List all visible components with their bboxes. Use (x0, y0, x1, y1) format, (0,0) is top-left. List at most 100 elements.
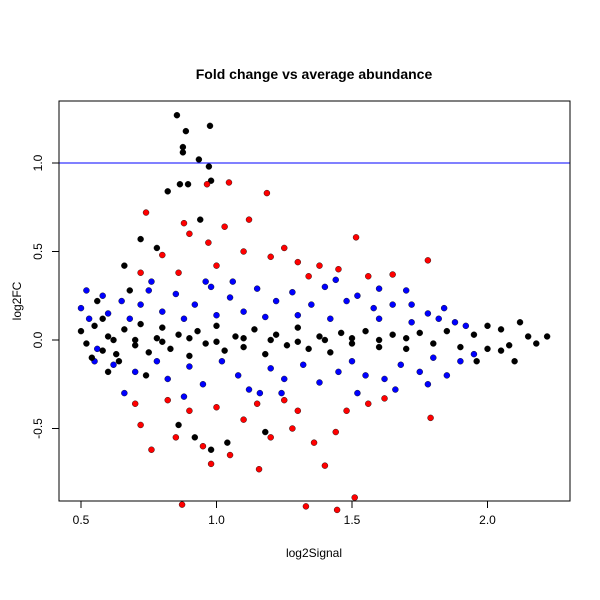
data-point (94, 297, 101, 305)
data-point (424, 381, 432, 388)
data-point (427, 414, 434, 422)
data-point (180, 315, 188, 322)
data-point (184, 181, 192, 188)
data-point (516, 319, 524, 326)
data-point (194, 327, 201, 335)
x-axis-label: log2Signal (286, 546, 342, 560)
data-point (199, 381, 207, 388)
data-point (281, 396, 288, 404)
data-point (316, 333, 323, 340)
data-point (348, 335, 356, 342)
data-point (305, 345, 312, 353)
data-point (202, 340, 209, 347)
data-point (262, 313, 269, 321)
y-tick-label: 0.0 (31, 331, 45, 348)
data-point (153, 335, 161, 342)
data-point (253, 285, 261, 292)
data-point (267, 336, 274, 344)
data-point (172, 290, 180, 298)
data-point (262, 350, 269, 358)
data-point (207, 283, 215, 291)
chart-title: Fold change vs average abundance (196, 66, 433, 82)
data-point (191, 301, 199, 308)
data-point (392, 386, 399, 393)
data-point (403, 345, 410, 353)
data-point (470, 350, 478, 358)
data-point (403, 287, 410, 294)
data-point (240, 416, 247, 423)
data-point (104, 333, 112, 340)
data-point (424, 310, 432, 317)
data-point (186, 230, 193, 238)
data-point (302, 503, 310, 510)
data-point (178, 501, 186, 508)
data-point (327, 349, 334, 356)
data-point (153, 244, 161, 252)
y-tick-label: 1.0 (31, 154, 45, 171)
data-point (375, 336, 383, 344)
data-point (175, 421, 182, 429)
data-point (289, 425, 296, 432)
data-point (362, 327, 369, 335)
data-point (226, 294, 234, 301)
data-point (207, 460, 215, 468)
data-point (443, 327, 451, 335)
data-point (294, 258, 301, 266)
data-point (473, 358, 480, 365)
data-point (245, 386, 253, 393)
data-point (451, 319, 459, 326)
data-point (213, 322, 220, 330)
points-layer (59, 112, 570, 514)
data-point (159, 324, 166, 331)
data-point (83, 340, 90, 347)
data-point (321, 462, 329, 469)
data-point (197, 216, 204, 223)
data-point (121, 262, 128, 269)
data-point (381, 375, 388, 383)
data-point (294, 407, 301, 414)
data-point (182, 127, 190, 135)
data-point (179, 143, 187, 151)
data-point (511, 358, 518, 365)
data-point (213, 338, 220, 345)
data-point (88, 354, 96, 361)
data-point (524, 333, 532, 340)
data-point (375, 315, 383, 322)
data-point (348, 340, 356, 347)
data-point (225, 179, 233, 186)
y-tick-label: 0.5 (31, 243, 45, 260)
data-point (333, 506, 341, 514)
data-point (131, 400, 139, 407)
data-point (206, 122, 214, 130)
data-point (126, 287, 133, 294)
data-point (272, 331, 280, 338)
data-point (505, 342, 513, 349)
data-point (240, 308, 247, 315)
data-point (159, 251, 166, 259)
data-point (131, 342, 139, 349)
data-point (375, 285, 383, 292)
data-point (85, 315, 93, 322)
data-point (173, 112, 181, 119)
data-point (180, 393, 188, 400)
data-point (424, 257, 432, 264)
data-point (316, 379, 323, 386)
data-point (153, 358, 161, 365)
data-point (240, 343, 247, 351)
data-point (365, 400, 372, 407)
data-point (104, 310, 112, 317)
data-point (332, 428, 339, 436)
data-point (110, 361, 117, 368)
x-tick-label: 0.5 (73, 513, 90, 527)
data-point (213, 262, 220, 269)
data-point (294, 338, 301, 345)
data-point (354, 292, 361, 299)
data-point (267, 434, 274, 441)
data-point (213, 312, 220, 319)
data-point (484, 322, 491, 330)
data-point (403, 335, 410, 342)
data-point (175, 269, 182, 276)
data-point (99, 292, 106, 299)
data-point (278, 389, 285, 397)
